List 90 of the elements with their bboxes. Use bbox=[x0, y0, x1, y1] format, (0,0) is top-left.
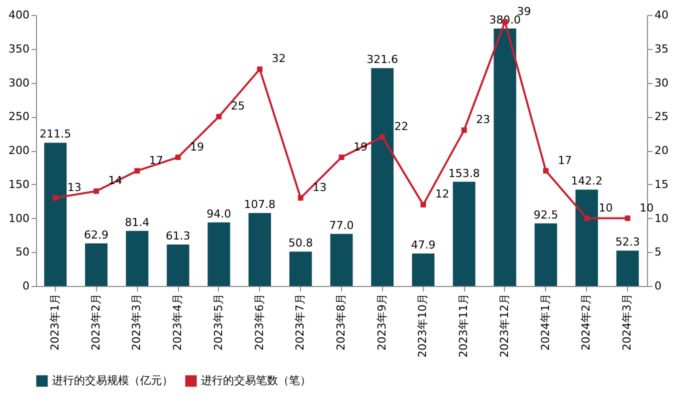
y-tick-label: 400 bbox=[8, 8, 30, 22]
y-tick-label: 100 bbox=[8, 212, 30, 225]
data-label: 321.6 bbox=[366, 53, 398, 66]
y2-tick-label: 25 bbox=[654, 110, 668, 124]
data-label: 52.3 bbox=[615, 236, 640, 249]
bar bbox=[494, 28, 516, 286]
y2-tick-label: 40 bbox=[654, 8, 668, 22]
x-tick-label: 2023年9月 bbox=[375, 294, 388, 350]
data-label: 13 bbox=[312, 180, 327, 194]
point bbox=[134, 168, 140, 174]
point bbox=[52, 195, 58, 201]
point bbox=[420, 202, 426, 208]
data-label: 94.0 bbox=[206, 207, 232, 220]
x-tick-label: 2023年12月 bbox=[498, 294, 511, 358]
x-tick-label: 2023年6月 bbox=[252, 294, 266, 350]
data-label: 50.8 bbox=[288, 236, 313, 250]
data-label: 211.5 bbox=[40, 128, 72, 141]
x-tick-label: 2023年3月 bbox=[130, 294, 144, 350]
data-label: 12 bbox=[435, 188, 450, 201]
data-label: 13 bbox=[67, 180, 82, 194]
x-tick-label: 2024年2月 bbox=[580, 294, 593, 350]
data-label: 92.5 bbox=[534, 208, 558, 222]
point bbox=[584, 216, 590, 221]
point bbox=[257, 66, 262, 72]
y-tick-label: 350 bbox=[8, 42, 30, 56]
y-tick-label: 250 bbox=[8, 110, 30, 124]
data-label: 17 bbox=[149, 154, 164, 167]
x-tick-label: 2023年4月 bbox=[171, 294, 184, 350]
bar bbox=[616, 250, 639, 286]
bar bbox=[412, 254, 434, 286]
point bbox=[298, 195, 304, 201]
data-label: 19 bbox=[190, 140, 204, 154]
x-tick-label: 2023年1月 bbox=[48, 294, 62, 350]
legend-label: 进行的交易笔数（笔） bbox=[201, 374, 311, 387]
data-label: 77.0 bbox=[329, 218, 354, 232]
x-tick-label: 2024年1月 bbox=[538, 294, 552, 350]
bar bbox=[166, 244, 190, 286]
point bbox=[216, 114, 222, 120]
bar bbox=[371, 68, 394, 286]
y2-tick-label: 0 bbox=[654, 280, 662, 292]
bar bbox=[534, 223, 558, 286]
data-label: 47.9 bbox=[410, 238, 436, 252]
point bbox=[380, 134, 386, 140]
x-tick-label: 2023年5月 bbox=[212, 294, 225, 350]
x-tick-label: 2023年10月 bbox=[416, 294, 430, 358]
data-label: 25 bbox=[230, 100, 245, 113]
bar bbox=[452, 182, 476, 286]
bar bbox=[330, 234, 353, 286]
y2-tick-label: 5 bbox=[654, 246, 662, 259]
x-tick-label: 2023年11月 bbox=[457, 294, 470, 358]
bar bbox=[126, 230, 148, 286]
x-tick-label: 2024年3月 bbox=[620, 294, 634, 350]
data-label: 142.2 bbox=[570, 174, 602, 188]
y2-tick-label: 30 bbox=[654, 76, 668, 90]
y-tick-label: 300 bbox=[8, 76, 30, 90]
x-tick-label: 2023年2月 bbox=[89, 294, 102, 350]
x-tick-label: 2023年8月 bbox=[334, 294, 348, 350]
data-label: 61.3 bbox=[166, 229, 190, 242]
data-label: 17 bbox=[558, 154, 572, 167]
point bbox=[338, 154, 344, 160]
y-tick-label: 0 bbox=[22, 280, 30, 292]
y-tick-label: 150 bbox=[8, 178, 30, 191]
y2-tick-label: 10 bbox=[654, 212, 668, 225]
point bbox=[543, 168, 549, 174]
legend-label: 进行的交易规模（亿元） bbox=[52, 374, 173, 387]
bar bbox=[208, 222, 230, 286]
point bbox=[461, 127, 467, 133]
bar bbox=[289, 252, 312, 286]
y2-tick-label: 15 bbox=[654, 178, 668, 191]
data-label: 23 bbox=[476, 113, 490, 126]
bar bbox=[44, 142, 67, 286]
x-tick-label: 2023年7月 bbox=[294, 294, 307, 350]
point bbox=[175, 154, 181, 160]
data-label: 32 bbox=[272, 52, 286, 66]
bar bbox=[85, 243, 108, 286]
data-label: 81.4 bbox=[124, 216, 150, 229]
data-label: 153.8 bbox=[448, 166, 480, 180]
data-label: 62.9 bbox=[84, 228, 109, 242]
point bbox=[94, 188, 100, 194]
data-label: 107.8 bbox=[244, 198, 276, 211]
point bbox=[624, 216, 630, 221]
bar bbox=[575, 190, 598, 286]
data-label: 22 bbox=[394, 120, 408, 133]
y-tick-label: 200 bbox=[8, 144, 30, 157]
y2-tick-label: 35 bbox=[654, 42, 668, 56]
data-label: 10 bbox=[598, 201, 613, 214]
y-tick-label: 50 bbox=[16, 246, 30, 259]
data-label: 10 bbox=[640, 201, 654, 214]
y2-tick-label: 20 bbox=[654, 144, 668, 157]
bar bbox=[248, 212, 271, 286]
